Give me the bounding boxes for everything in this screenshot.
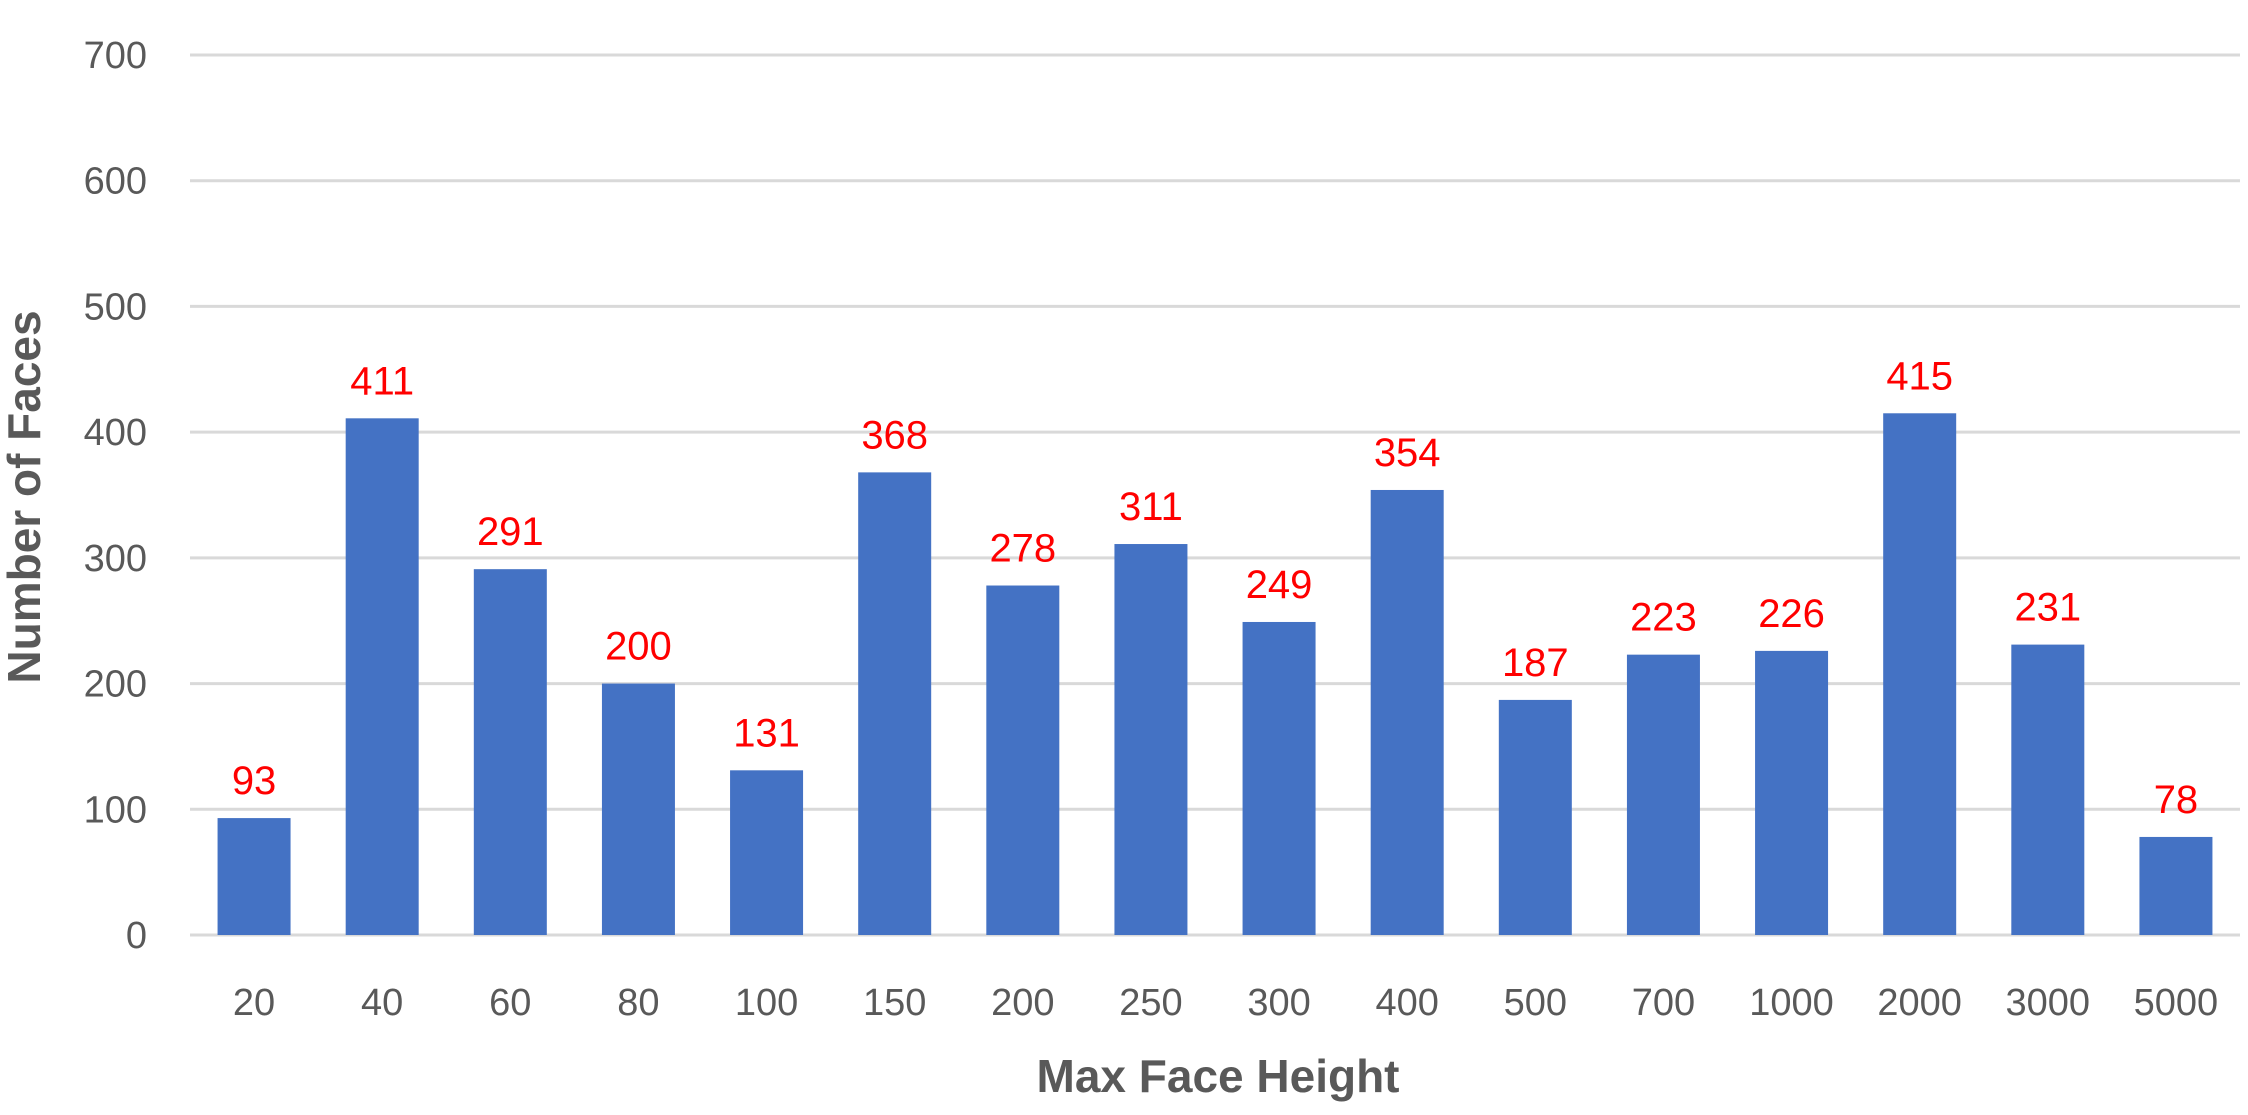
bar [601,683,675,935]
data-labels: 93 411 291 200 131 368 278 311 249 354 187 223 226 41… [232,354,2198,822]
x-tick-label: 100 [735,982,798,1024]
data-label: 411 [350,359,414,403]
data-label: 78 [2154,778,2199,822]
x-tick-label: 500 [1504,982,1567,1024]
x-tick-label: 3000 [2006,982,2091,1024]
data-label: 415 [1886,354,1953,398]
y-tick-label: 200 [84,664,147,706]
y-tick-label: 0 [126,915,147,957]
y-tick-label: 100 [84,789,147,831]
x-tick-label: 5000 [2134,982,2219,1024]
bar [1498,699,1572,935]
bar [1114,544,1188,935]
data-label: 368 [861,413,928,457]
x-tick-label: 40 [361,982,403,1024]
bar [2011,644,2085,935]
bar [986,585,1060,935]
bar [1242,621,1316,935]
bar [217,818,291,935]
x-tick-label: 2000 [1877,982,1962,1024]
data-label: 200 [605,625,672,669]
y-tick-label: 500 [84,286,147,328]
x-tick-label: 60 [489,982,531,1024]
y-tick-label: 700 [84,35,147,77]
x-tick-label: 250 [1119,982,1182,1024]
x-tick-label: 200 [991,982,1054,1024]
y-tick-label: 600 [84,161,147,203]
data-label: 223 [1630,596,1697,640]
data-label: 354 [1374,431,1441,475]
bar [2139,836,2213,935]
data-label: 291 [477,510,544,554]
x-axis-title: Max Face Height [1037,1050,1400,1102]
y-axis-ticks: 0 100 200 300 400 500 600 700 [84,35,147,957]
x-tick-label: 1000 [1749,982,1834,1024]
data-label: 249 [1246,563,1313,607]
x-tick-label: 400 [1375,982,1438,1024]
x-axis-ticks: 20 40 60 80 100 150 200 250 300 400 500 700 1000 2000… [233,982,2218,1024]
y-tick-label: 400 [84,412,147,454]
bar [1626,654,1700,935]
data-label: 226 [1758,592,1825,636]
x-tick-label: 700 [1632,982,1695,1024]
bar [1370,489,1444,935]
bar [1755,650,1829,935]
x-tick-label: 150 [863,982,926,1024]
x-tick-label: 300 [1247,982,1310,1024]
data-label: 311 [1119,485,1183,529]
x-tick-label: 80 [617,982,659,1024]
y-tick-label: 300 [84,538,147,580]
bar [1883,413,1957,935]
data-label: 187 [1502,641,1569,685]
bar [345,418,419,935]
data-label: 231 [2014,586,2081,630]
x-tick-label: 20 [233,982,275,1024]
bars [217,413,2213,935]
bar [858,472,932,935]
data-label: 131 [733,711,800,755]
bar [473,569,547,935]
data-label: 93 [232,759,277,803]
y-axis-title: Number of Faces [0,310,50,683]
data-label: 278 [989,527,1056,571]
bar [730,770,804,935]
